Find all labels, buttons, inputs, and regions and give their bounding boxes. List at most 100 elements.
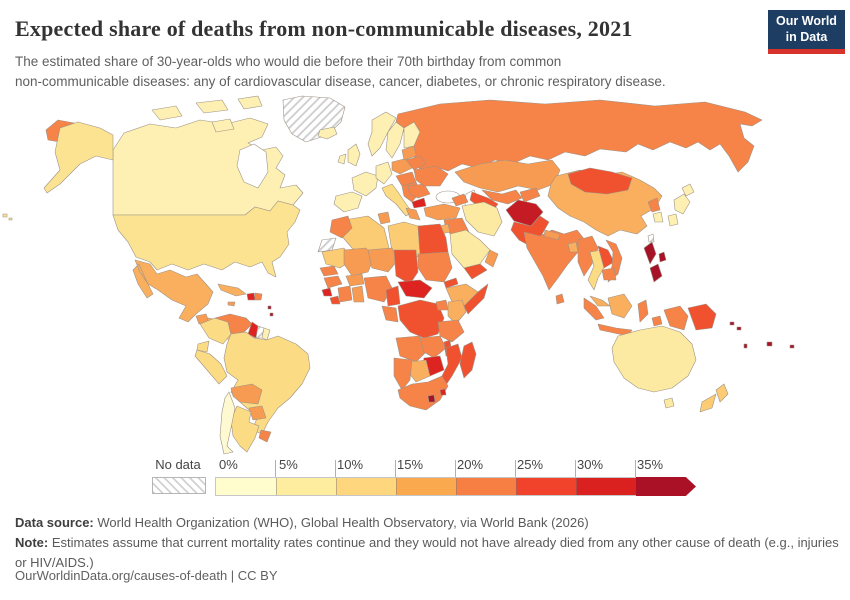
region-congo-gabon[interactable]: [381, 305, 399, 323]
region-turkey[interactable]: [423, 203, 461, 221]
region-iran[interactable]: [461, 201, 503, 237]
region-greenland[interactable]: [282, 95, 346, 143]
region-ireland[interactable]: [337, 153, 347, 165]
legend-segment-35-plus-arrow[interactable]: [636, 477, 696, 496]
region-guinea[interactable]: [323, 275, 343, 289]
region-morocco[interactable]: [329, 215, 353, 239]
region-fiji[interactable]: [766, 341, 773, 347]
region-iceland[interactable]: [317, 126, 338, 140]
region-afghanistan[interactable]: [505, 199, 544, 227]
region-burkina-faso[interactable]: [345, 273, 365, 287]
region-north-korea[interactable]: [647, 197, 661, 213]
region-haiti[interactable]: [246, 292, 256, 301]
region-hawaii[interactable]: [2, 213, 13, 221]
region-liberia[interactable]: [329, 295, 341, 305]
legend-segment-0-5[interactable]: [216, 478, 276, 495]
region-chile[interactable]: [219, 391, 236, 455]
region-senegal[interactable]: [319, 265, 339, 277]
region-lesser-antilles[interactable]: [267, 305, 274, 317]
region-dr-congo[interactable]: [397, 299, 445, 339]
legend-segment-25-30[interactable]: [516, 478, 576, 495]
region-eswatini[interactable]: [439, 388, 447, 396]
region-cote-divoire[interactable]: [337, 285, 353, 303]
region-zambia[interactable]: [419, 335, 447, 359]
region-oman[interactable]: [484, 249, 499, 268]
region-belarus[interactable]: [405, 155, 427, 171]
region-ghana[interactable]: [351, 285, 365, 303]
region-arctic-islands[interactable]: [151, 95, 263, 133]
region-colombia[interactable]: [199, 317, 232, 345]
region-philippines[interactable]: [643, 241, 667, 283]
region-venezuela[interactable]: [214, 313, 253, 335]
region-angola[interactable]: [395, 335, 427, 363]
region-cambodia[interactable]: [601, 267, 617, 281]
region-ecuador[interactable]: [196, 340, 210, 353]
region-ukraine[interactable]: [413, 165, 449, 187]
region-peru[interactable]: [194, 349, 228, 385]
region-japan[interactable]: [667, 183, 695, 227]
region-kenya[interactable]: [447, 299, 467, 325]
region-somalia[interactable]: [463, 283, 489, 315]
legend-no-data-swatch[interactable]: [152, 477, 206, 494]
region-dominican-republic[interactable]: [254, 292, 263, 301]
owid-logo[interactable]: Our World in Data: [768, 10, 845, 54]
region-myanmar[interactable]: [577, 235, 599, 277]
region-jamaica[interactable]: [227, 301, 236, 307]
region-madagascar[interactable]: [459, 341, 477, 379]
region-niger[interactable]: [367, 247, 399, 273]
legend-segment-20-25[interactable]: [456, 478, 516, 495]
region-uruguay[interactable]: [258, 429, 272, 443]
region-france[interactable]: [351, 171, 379, 197]
world-choropleth-map[interactable]: [0, 92, 850, 460]
region-spain-portugal[interactable]: [333, 191, 363, 213]
legend-segment-10-15[interactable]: [336, 478, 396, 495]
region-brazil[interactable]: [223, 331, 311, 435]
region-kyrgyzstan-tajikistan[interactable]: [519, 187, 541, 203]
region-paraguay[interactable]: [248, 405, 267, 421]
region-papua-new-guinea[interactable]: [687, 303, 717, 331]
region-sweden[interactable]: [385, 121, 405, 159]
region-sri-lanka[interactable]: [555, 293, 565, 305]
region-sudan[interactable]: [417, 251, 453, 283]
region-argentina[interactable]: [230, 405, 260, 453]
region-south-korea[interactable]: [652, 211, 664, 223]
region-lesotho[interactable]: [427, 394, 436, 403]
region-mexico[interactable]: [132, 259, 214, 323]
region-sierra-leone[interactable]: [321, 287, 333, 297]
region-solomon-islands[interactable]: [729, 321, 742, 331]
region-caucasus[interactable]: [451, 193, 469, 207]
region-uzbekistan[interactable]: [481, 189, 523, 205]
region-vanuatu[interactable]: [743, 343, 748, 349]
region-usa[interactable]: [112, 200, 301, 278]
region-mongolia[interactable]: [567, 167, 633, 195]
region-bolivia[interactable]: [230, 383, 263, 405]
region-mozambique[interactable]: [439, 343, 463, 389]
region-new-zealand[interactable]: [699, 383, 729, 413]
region-egypt[interactable]: [417, 223, 449, 255]
region-canada[interactable]: [112, 117, 304, 216]
region-uganda[interactable]: [435, 299, 449, 311]
region-germany[interactable]: [375, 161, 393, 185]
region-central-african-republic[interactable]: [397, 279, 433, 299]
region-bangladesh[interactable]: [567, 241, 579, 253]
region-mali[interactable]: [343, 247, 375, 277]
region-chad[interactable]: [393, 249, 419, 285]
region-norway[interactable]: [367, 111, 397, 157]
legend-segment-15-20[interactable]: [396, 478, 456, 495]
region-finland[interactable]: [403, 121, 421, 149]
region-nepal[interactable]: [543, 229, 561, 241]
legend-segment-5-10[interactable]: [276, 478, 336, 495]
region-eritrea[interactable]: [443, 277, 459, 289]
region-bulgaria[interactable]: [411, 197, 427, 209]
region-taiwan[interactable]: [647, 233, 655, 243]
region-australia[interactable]: [611, 325, 697, 409]
region-baltics[interactable]: [401, 145, 417, 161]
region-yemen[interactable]: [463, 263, 488, 280]
region-tanzania[interactable]: [437, 319, 465, 343]
legend-segment-30-35[interactable]: [576, 478, 636, 495]
region-uk[interactable]: [347, 143, 361, 167]
region-cameroon[interactable]: [385, 285, 401, 307]
region-greece[interactable]: [405, 207, 421, 221]
region-tunisia[interactable]: [377, 211, 391, 225]
region-alaska[interactable]: [43, 121, 114, 194]
